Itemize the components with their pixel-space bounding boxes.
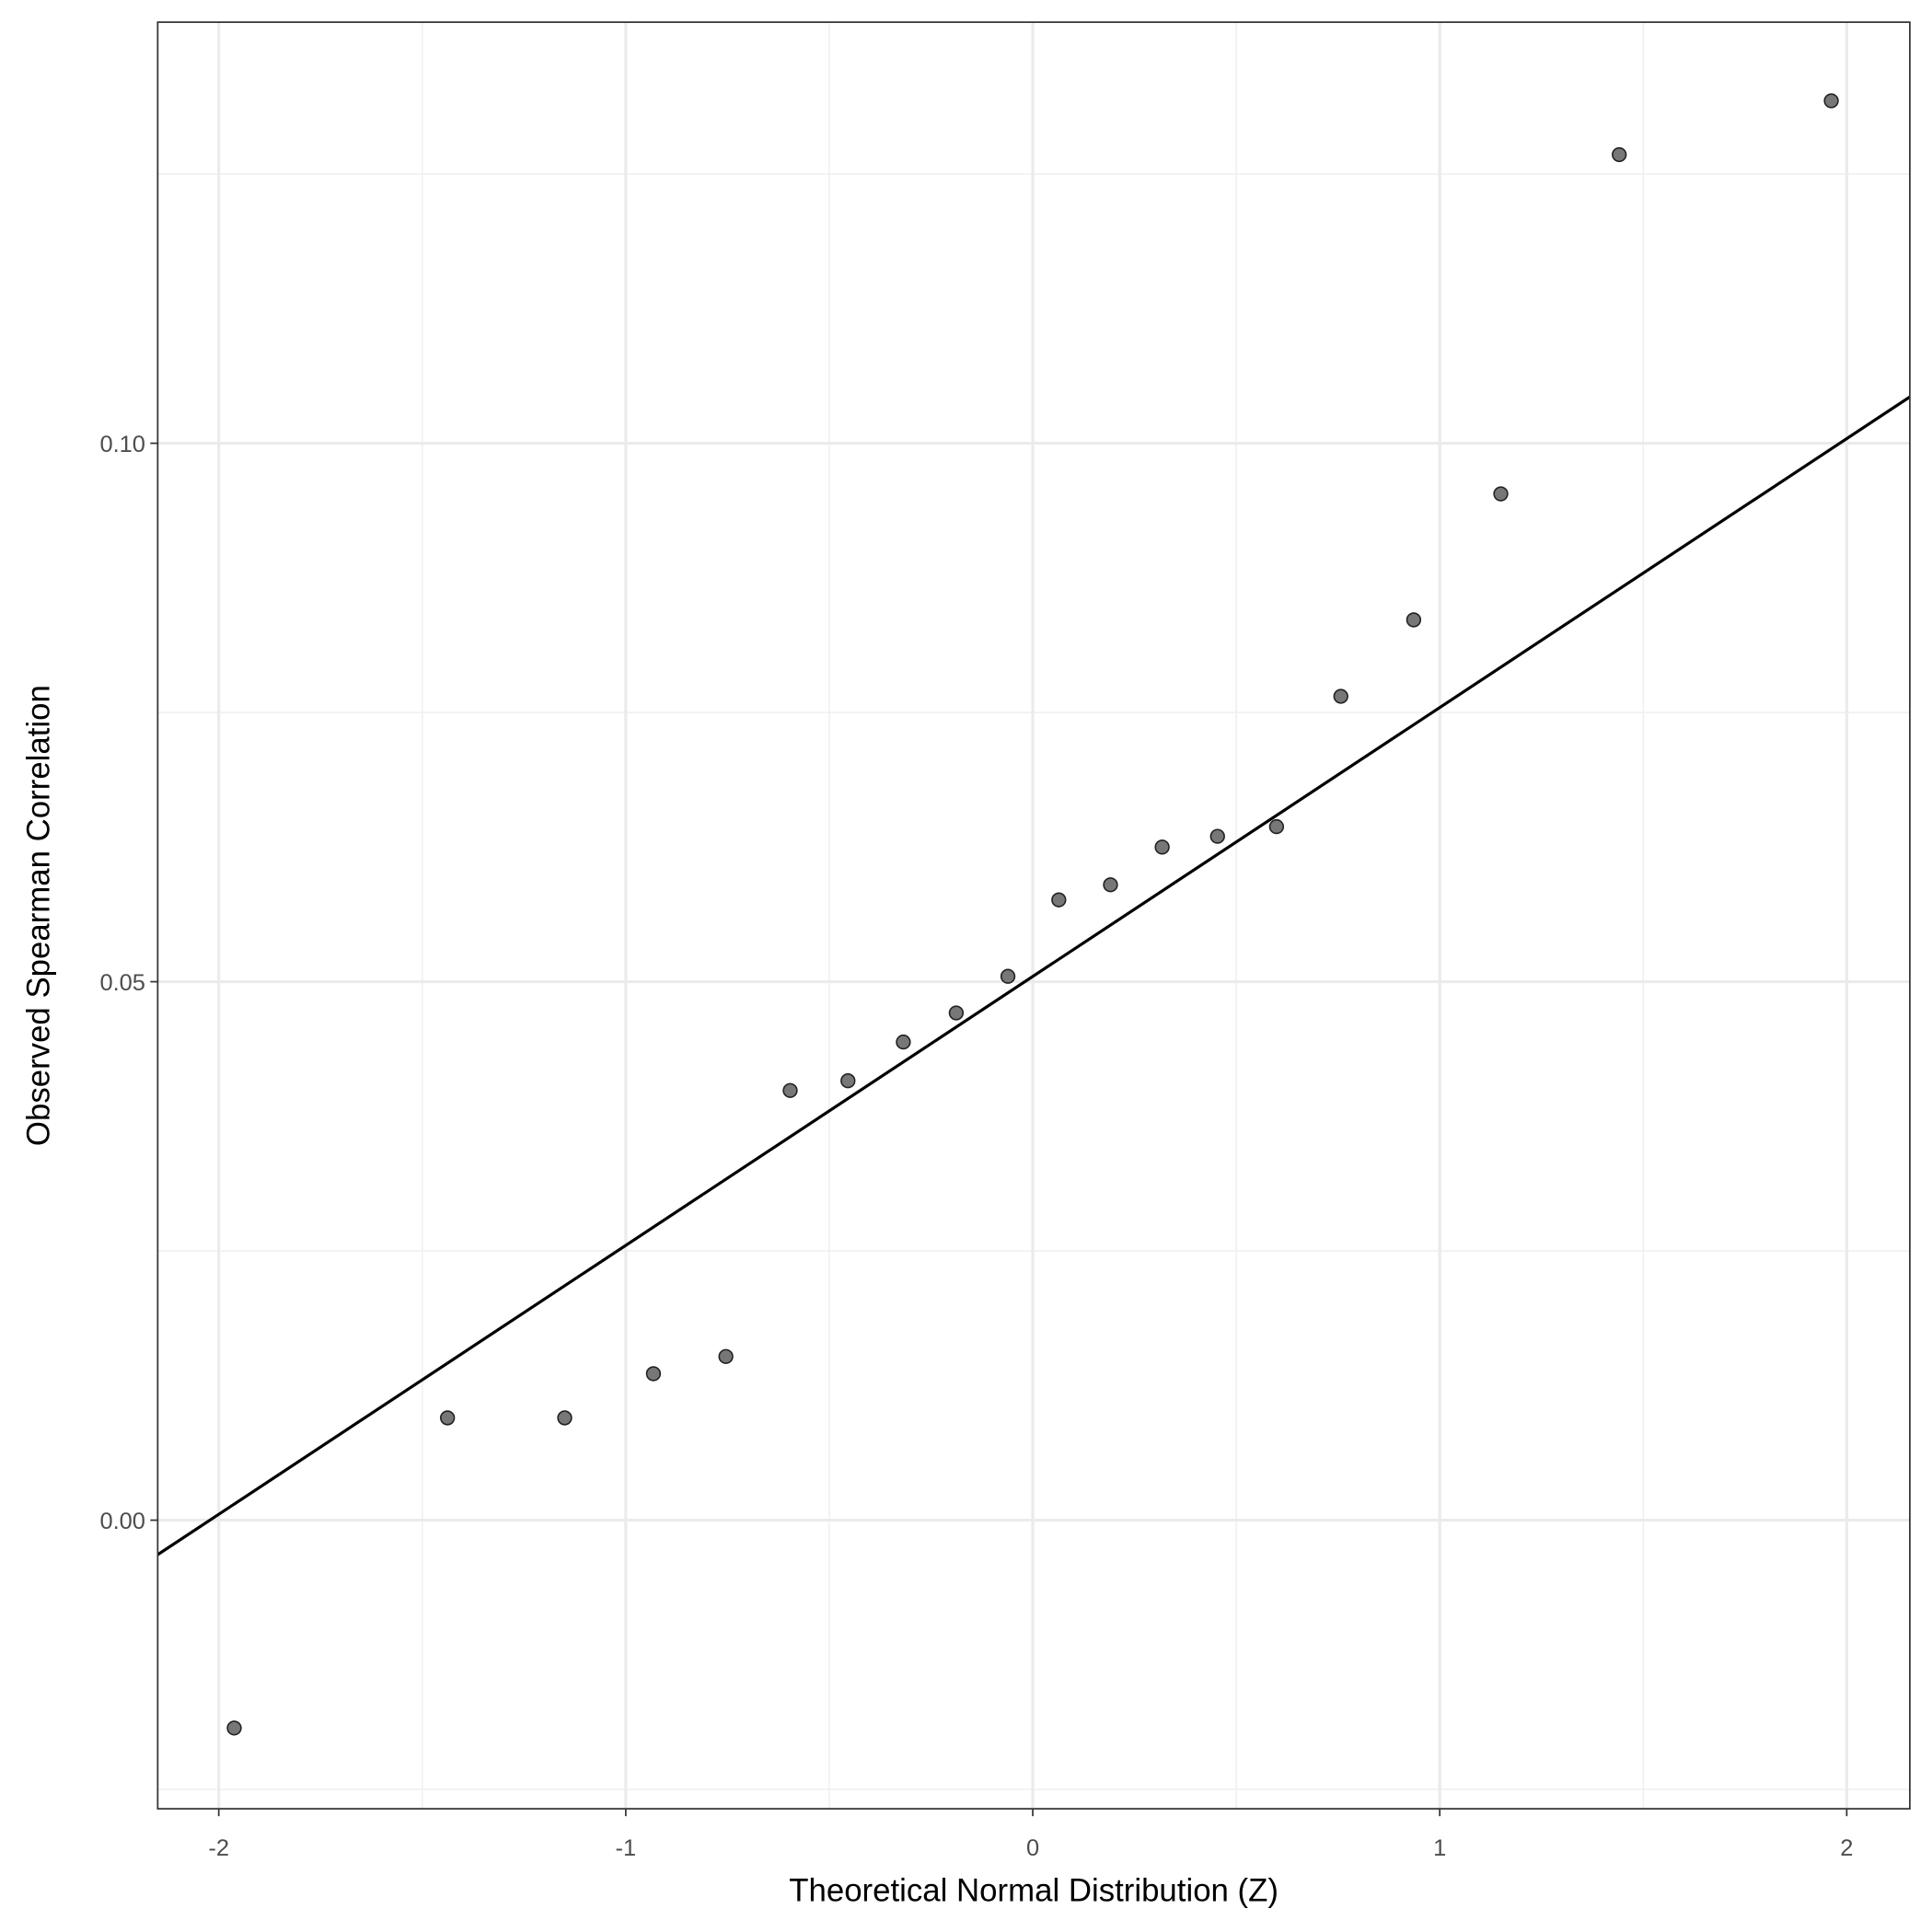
- grid: [157, 22, 1910, 1810]
- point: [1051, 892, 1067, 908]
- point: [1493, 486, 1509, 502]
- x-tick-label: 1: [1433, 1835, 1446, 1861]
- x-tick-label: 0: [1026, 1835, 1039, 1861]
- point: [440, 1410, 456, 1426]
- y-tick-label: 0.05: [99, 970, 145, 996]
- panel-border: [156, 21, 1911, 1811]
- x-tick-label: 2: [1840, 1835, 1853, 1861]
- point: [1612, 146, 1627, 163]
- point: [645, 1366, 662, 1382]
- point: [840, 1073, 856, 1089]
- point: [1333, 688, 1348, 704]
- reference-line: [156, 395, 1911, 1556]
- point: [1268, 818, 1285, 835]
- point: [226, 1720, 242, 1736]
- marks: [156, 93, 1911, 1736]
- point: [896, 1034, 911, 1050]
- point: [1154, 839, 1170, 855]
- y-axis-title: Observed Spearman Correlation: [21, 685, 57, 1146]
- y-tick-label: 0.00: [99, 1509, 145, 1534]
- x-axis-title: Theoretical Normal Distribution (Z): [789, 1873, 1278, 1909]
- point: [557, 1410, 573, 1426]
- point: [1000, 968, 1016, 984]
- point: [1406, 612, 1422, 628]
- point: [1823, 93, 1839, 109]
- point: [1209, 828, 1225, 844]
- point: [948, 1005, 965, 1021]
- point: [718, 1348, 734, 1364]
- x-tick-label: -2: [208, 1835, 229, 1861]
- x-tick-label: -1: [616, 1835, 637, 1861]
- point: [1103, 877, 1118, 893]
- point: [782, 1082, 798, 1098]
- y-tick-label: 0.10: [99, 432, 145, 457]
